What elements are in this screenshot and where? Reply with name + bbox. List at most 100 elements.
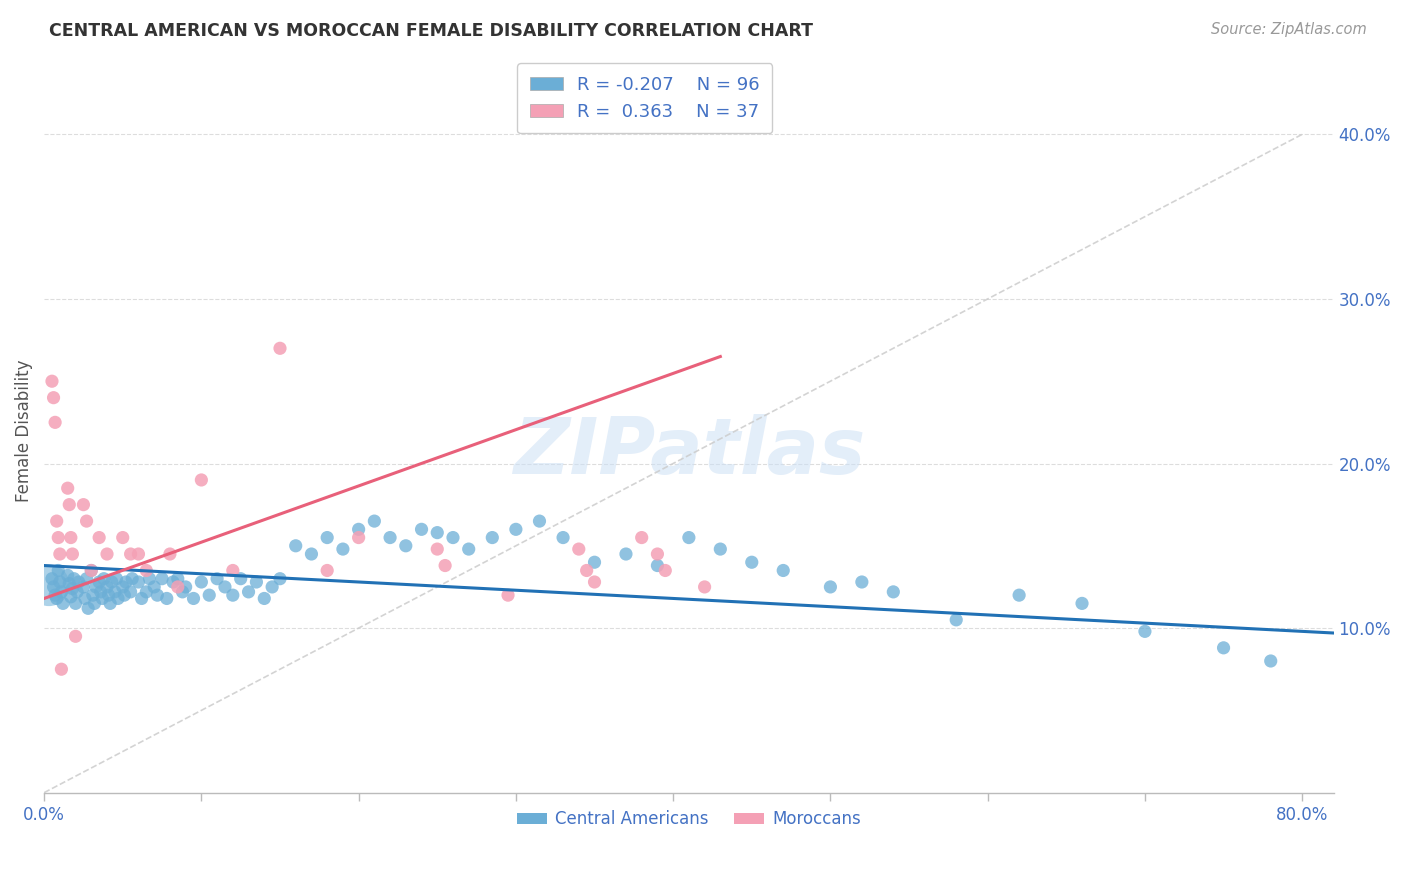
Point <box>1008 588 1031 602</box>
Point <box>262 580 284 594</box>
Point <box>1212 640 1234 655</box>
Point <box>65 629 87 643</box>
Point <box>222 564 245 578</box>
Point <box>121 572 143 586</box>
Point <box>84 580 107 594</box>
Point <box>347 531 370 545</box>
Point <box>49 547 72 561</box>
Point <box>851 574 873 589</box>
Point <box>481 531 503 545</box>
Point <box>58 498 80 512</box>
Point <box>678 531 700 545</box>
Point <box>111 531 134 545</box>
Point <box>146 588 169 602</box>
Text: ZIPatlas: ZIPatlas <box>513 414 865 491</box>
Point <box>269 572 291 586</box>
Point <box>457 542 479 557</box>
Point <box>62 582 84 596</box>
Point <box>529 514 551 528</box>
Point <box>115 574 138 589</box>
Y-axis label: Female Disability: Female Disability <box>15 359 32 502</box>
Point <box>45 514 67 528</box>
Point <box>111 580 134 594</box>
Point <box>253 591 276 606</box>
Point <box>363 514 385 528</box>
Point <box>162 574 184 589</box>
Point <box>82 588 104 602</box>
Point <box>67 574 90 589</box>
Point <box>143 580 166 594</box>
Point <box>505 522 527 536</box>
Point <box>284 539 307 553</box>
Point <box>156 591 179 606</box>
Point <box>411 522 433 536</box>
Point <box>166 572 188 586</box>
Point <box>772 564 794 578</box>
Point <box>426 525 449 540</box>
Point <box>945 613 967 627</box>
Point <box>59 531 82 545</box>
Point <box>97 588 120 602</box>
Point <box>76 514 98 528</box>
Point <box>127 547 149 561</box>
Point <box>820 580 842 594</box>
Point <box>51 585 73 599</box>
Point <box>42 580 65 594</box>
Point <box>709 542 731 557</box>
Point <box>98 596 121 610</box>
Point <box>159 547 181 561</box>
Point <box>49 574 72 589</box>
Point <box>100 574 122 589</box>
Point <box>647 547 669 561</box>
Point <box>59 590 82 604</box>
Point <box>190 574 212 589</box>
Point <box>93 572 115 586</box>
Point <box>42 391 65 405</box>
Point <box>614 547 637 561</box>
Point <box>72 580 94 594</box>
Point <box>301 547 323 561</box>
Point <box>62 547 84 561</box>
Point <box>630 531 652 545</box>
Point <box>44 415 66 429</box>
Point <box>112 588 135 602</box>
Point <box>568 542 591 557</box>
Point <box>222 588 245 602</box>
Point <box>166 580 188 594</box>
Point <box>46 564 69 578</box>
Point <box>190 473 212 487</box>
Point <box>51 662 73 676</box>
Point <box>90 585 112 599</box>
Point <box>138 572 160 586</box>
Point <box>127 574 149 589</box>
Point <box>378 531 401 545</box>
Point <box>316 531 339 545</box>
Point <box>44 588 66 602</box>
Text: Source: ZipAtlas.com: Source: ZipAtlas.com <box>1211 22 1367 37</box>
Point <box>174 580 197 594</box>
Point <box>172 585 194 599</box>
Point <box>238 585 260 599</box>
Point <box>647 558 669 573</box>
Point <box>434 558 457 573</box>
Text: CENTRAL AMERICAN VS MOROCCAN FEMALE DISABILITY CORRELATION CHART: CENTRAL AMERICAN VS MOROCCAN FEMALE DISA… <box>49 22 813 40</box>
Point <box>1071 596 1094 610</box>
Point <box>77 601 100 615</box>
Point <box>76 572 98 586</box>
Point <box>229 572 252 586</box>
Point <box>583 574 606 589</box>
Point <box>105 572 128 586</box>
Point <box>332 542 354 557</box>
Point <box>496 588 519 602</box>
Point <box>89 574 111 589</box>
Point <box>583 555 606 569</box>
Point <box>83 596 105 610</box>
Point <box>575 564 598 578</box>
Point <box>41 572 63 586</box>
Point <box>58 576 80 591</box>
Point <box>882 585 904 599</box>
Point <box>96 547 118 561</box>
Point <box>150 572 173 586</box>
Point <box>63 572 86 586</box>
Point <box>56 568 79 582</box>
